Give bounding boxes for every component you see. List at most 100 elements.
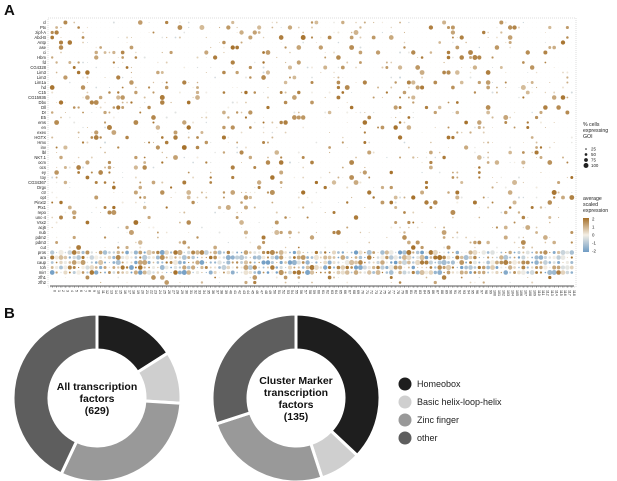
expression-dot bbox=[126, 62, 128, 63]
expression-dot bbox=[272, 47, 273, 48]
expression-dot bbox=[95, 147, 97, 148]
expression-dot bbox=[258, 127, 260, 128]
expression-dot bbox=[501, 137, 502, 138]
expression-dot bbox=[342, 136, 344, 139]
expression-dot bbox=[549, 117, 551, 118]
expression-dot bbox=[487, 62, 489, 63]
expression-dot bbox=[508, 150, 512, 155]
expression-dot bbox=[258, 167, 260, 168]
expression-dot bbox=[174, 36, 177, 39]
expression-dot bbox=[56, 227, 57, 228]
expression-dot bbox=[553, 77, 555, 78]
expression-dot bbox=[457, 157, 458, 158]
expression-dot bbox=[531, 47, 533, 48]
expression-dot bbox=[448, 157, 449, 158]
expression-dot bbox=[294, 172, 295, 173]
expression-dot bbox=[179, 137, 181, 138]
expression-dot bbox=[166, 177, 167, 178]
expression-dot bbox=[65, 72, 66, 73]
expression-dot bbox=[388, 35, 394, 40]
expression-dot bbox=[302, 172, 304, 173]
expression-dot bbox=[426, 97, 427, 98]
expression-dot bbox=[439, 37, 440, 38]
expression-dot bbox=[228, 172, 229, 173]
expression-dot bbox=[523, 132, 524, 133]
expression-dot bbox=[316, 187, 317, 188]
expression-dot bbox=[324, 137, 326, 138]
expression-dot bbox=[153, 37, 154, 38]
expression-dot bbox=[501, 37, 502, 38]
expression-dot bbox=[407, 116, 411, 119]
expression-dot bbox=[219, 137, 220, 138]
expression-dot bbox=[523, 82, 524, 83]
expression-dot bbox=[391, 212, 392, 213]
gene-label: ems bbox=[38, 120, 46, 125]
expression-dot bbox=[474, 97, 476, 98]
expression-dot bbox=[245, 82, 247, 83]
expression-dot bbox=[188, 57, 189, 58]
expression-dot bbox=[483, 97, 484, 98]
expression-dot bbox=[567, 147, 568, 148]
expression-dot bbox=[382, 142, 383, 143]
expression-dot bbox=[509, 187, 511, 188]
expression-dot bbox=[351, 62, 352, 63]
expression-dot bbox=[487, 102, 489, 103]
expression-dot bbox=[316, 52, 317, 53]
expression-dot bbox=[368, 87, 370, 88]
expression-dot bbox=[280, 57, 282, 58]
expression-dot bbox=[56, 37, 57, 38]
expression-dot bbox=[109, 142, 110, 143]
expression-dot bbox=[470, 207, 471, 208]
expression-dot bbox=[355, 197, 357, 198]
expression-dot bbox=[479, 182, 480, 183]
expression-dot bbox=[228, 182, 229, 183]
expression-dot bbox=[360, 42, 361, 43]
expression-dot bbox=[144, 22, 145, 23]
expression-dot bbox=[219, 142, 220, 143]
expression-dot bbox=[534, 150, 539, 155]
expression-dot bbox=[496, 42, 498, 43]
expression-dot bbox=[104, 77, 106, 78]
expression-dot bbox=[324, 52, 326, 53]
expression-dot bbox=[531, 62, 533, 63]
expression-dot bbox=[214, 142, 216, 143]
expression-dot bbox=[340, 65, 345, 70]
expression-dot bbox=[267, 137, 269, 138]
expression-dot bbox=[307, 172, 308, 173]
expression-dot bbox=[368, 62, 370, 63]
expression-dot bbox=[188, 122, 189, 123]
gene-label: ci bbox=[43, 50, 46, 55]
expression-dot bbox=[421, 122, 423, 123]
expression-dot bbox=[346, 192, 348, 193]
expression-dot bbox=[201, 67, 203, 68]
expression-dot bbox=[232, 212, 233, 213]
expression-dot bbox=[329, 227, 330, 228]
expression-dot bbox=[351, 127, 352, 128]
expression-dot bbox=[496, 122, 498, 123]
expression-dot bbox=[300, 35, 306, 40]
expression-dot bbox=[399, 72, 401, 73]
expression-dot bbox=[99, 146, 102, 149]
expression-dot bbox=[483, 52, 484, 53]
expression-dot bbox=[165, 156, 168, 159]
expression-dot bbox=[333, 71, 335, 74]
expression-dot bbox=[60, 152, 62, 153]
expression-dot bbox=[241, 187, 242, 188]
expression-dot bbox=[421, 197, 423, 198]
expression-dot bbox=[161, 161, 164, 164]
expression-dot bbox=[267, 127, 269, 128]
expression-dot bbox=[377, 107, 379, 108]
expression-dot bbox=[148, 102, 150, 103]
expression-dot bbox=[373, 137, 374, 138]
expression-dot bbox=[451, 85, 455, 90]
expression-dot bbox=[438, 41, 442, 44]
expression-dot bbox=[333, 167, 335, 168]
expression-dot bbox=[298, 72, 300, 73]
expression-dot bbox=[117, 111, 119, 114]
expression-dot bbox=[377, 212, 379, 213]
expression-dot bbox=[87, 122, 88, 123]
expression-dot bbox=[82, 57, 84, 58]
expression-dot bbox=[276, 92, 278, 93]
expression-dot bbox=[382, 117, 383, 118]
expression-dot bbox=[263, 32, 264, 33]
